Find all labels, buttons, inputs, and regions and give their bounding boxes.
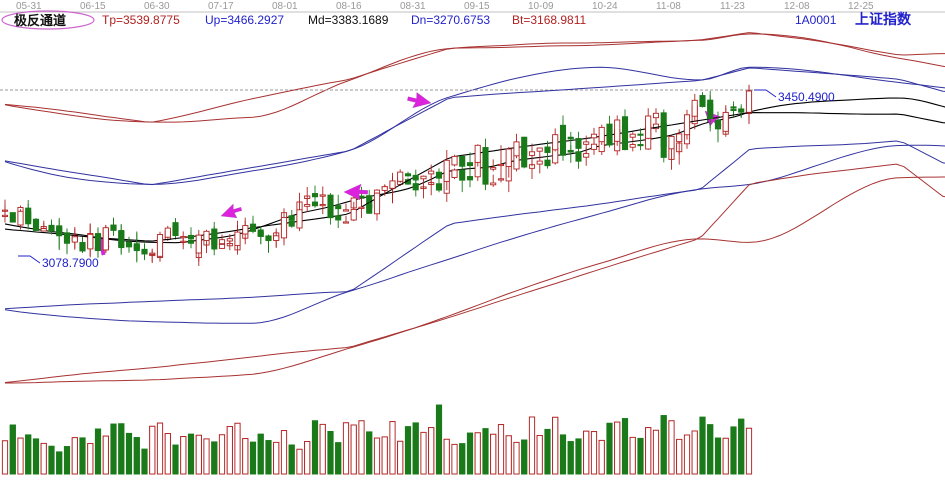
svg-text:极反通道: 极反通道	[14, 13, 66, 28]
svg-text:Md=3383.1689: Md=3383.1689	[308, 13, 389, 27]
svg-text:10-09: 10-09	[528, 1, 554, 12]
svg-text:Dn=3270.6753: Dn=3270.6753	[411, 13, 490, 27]
svg-text:06-30: 06-30	[144, 1, 170, 12]
svg-text:08-16: 08-16	[336, 1, 362, 12]
svg-text:11-23: 11-23	[720, 1, 745, 12]
svg-text:05-31: 05-31	[16, 1, 42, 12]
svg-text:Tp=3539.8775: Tp=3539.8775	[102, 13, 180, 27]
svg-text:1A0001: 1A0001	[795, 13, 837, 27]
svg-text:Up=3466.2927: Up=3466.2927	[205, 13, 284, 27]
svg-text:06-15: 06-15	[80, 1, 106, 12]
svg-text:07-17: 07-17	[208, 1, 234, 12]
svg-text:09-15: 09-15	[464, 1, 490, 12]
svg-text:11-08: 11-08	[656, 1, 681, 12]
svg-text:3450.4900: 3450.4900	[778, 90, 835, 104]
svg-text:08-31: 08-31	[400, 1, 426, 12]
svg-text:Bt=3168.9811: Bt=3168.9811	[512, 13, 587, 27]
svg-text:08-01: 08-01	[272, 1, 298, 12]
svg-text:12-08: 12-08	[784, 1, 810, 12]
svg-text:上证指数: 上证指数	[855, 11, 912, 27]
svg-text:10-24: 10-24	[592, 1, 618, 12]
svg-text:3078.7900: 3078.7900	[42, 256, 99, 270]
